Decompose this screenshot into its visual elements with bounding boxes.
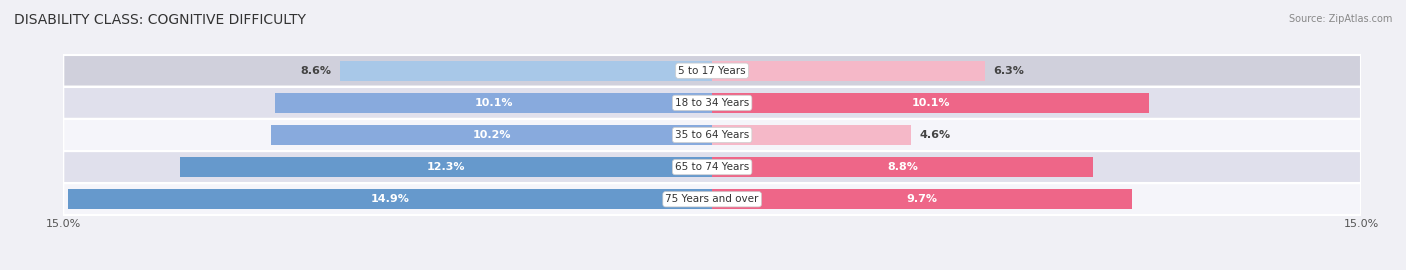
- Text: 75 Years and over: 75 Years and over: [665, 194, 759, 204]
- Bar: [180, 157, 713, 177]
- Text: 10.1%: 10.1%: [911, 98, 950, 108]
- FancyBboxPatch shape: [63, 183, 1361, 215]
- Text: DISABILITY CLASS: COGNITIVE DIFFICULTY: DISABILITY CLASS: COGNITIVE DIFFICULTY: [14, 14, 307, 28]
- Text: 6.3%: 6.3%: [993, 66, 1024, 76]
- Text: 65 to 74 Years: 65 to 74 Years: [675, 162, 749, 172]
- Text: 10.1%: 10.1%: [474, 98, 513, 108]
- Bar: [713, 125, 911, 145]
- Bar: [276, 93, 713, 113]
- Bar: [713, 93, 1149, 113]
- Text: 10.2%: 10.2%: [472, 130, 510, 140]
- Bar: [713, 157, 1092, 177]
- FancyBboxPatch shape: [63, 87, 1361, 119]
- Text: 8.6%: 8.6%: [301, 66, 332, 76]
- FancyBboxPatch shape: [63, 151, 1361, 183]
- Text: 5 to 17 Years: 5 to 17 Years: [678, 66, 747, 76]
- Text: 9.7%: 9.7%: [907, 194, 938, 204]
- FancyBboxPatch shape: [63, 119, 1361, 151]
- Bar: [67, 189, 713, 209]
- Bar: [340, 61, 713, 81]
- Text: 18 to 34 Years: 18 to 34 Years: [675, 98, 749, 108]
- Text: 14.9%: 14.9%: [370, 194, 409, 204]
- Text: 12.3%: 12.3%: [427, 162, 465, 172]
- Text: 4.6%: 4.6%: [920, 130, 950, 140]
- Text: 35 to 64 Years: 35 to 64 Years: [675, 130, 749, 140]
- FancyBboxPatch shape: [63, 55, 1361, 87]
- Bar: [713, 189, 1132, 209]
- Bar: [271, 125, 713, 145]
- Bar: [713, 61, 984, 81]
- Text: 8.8%: 8.8%: [887, 162, 918, 172]
- Text: Source: ZipAtlas.com: Source: ZipAtlas.com: [1288, 14, 1392, 23]
